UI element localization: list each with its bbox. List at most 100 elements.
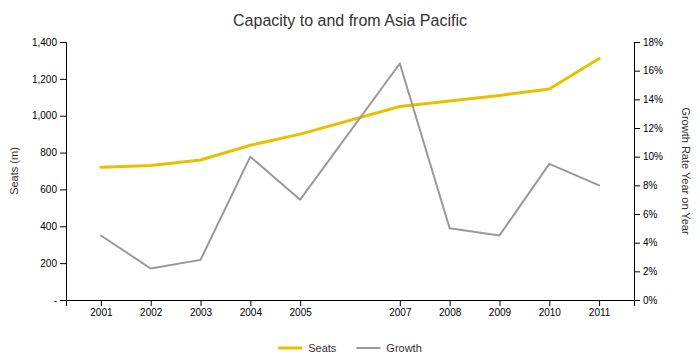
y2-axis-title: Growth Rate Year on Year <box>680 107 692 235</box>
tick-mark <box>634 42 640 43</box>
tick-label: 18% <box>643 37 663 48</box>
tick: 1,400 <box>32 37 66 48</box>
tick: 2005 <box>290 300 313 318</box>
series-line <box>101 59 599 168</box>
tick: 2001 <box>90 300 113 318</box>
tick-mark <box>634 128 640 129</box>
legend-item: Seats <box>278 342 337 354</box>
tick-mark <box>101 300 102 306</box>
tick-mark <box>201 300 202 306</box>
tick-label: 600 <box>40 184 57 195</box>
tick-mark <box>60 300 66 301</box>
tick: 10% <box>634 151 663 162</box>
tick: 4% <box>634 237 658 248</box>
tick-mark <box>634 157 640 158</box>
tick-label: 0% <box>643 295 658 306</box>
tick-label: 4% <box>643 237 658 248</box>
tick-label: 12% <box>643 123 663 134</box>
tick-label: 6% <box>643 209 658 220</box>
tick-label: 2% <box>643 266 658 277</box>
tick-mark <box>60 263 66 264</box>
tick-mark <box>634 71 640 72</box>
tick-mark <box>634 300 640 301</box>
tick-mark <box>634 214 640 215</box>
tick-mark <box>634 271 640 272</box>
tick: 2004 <box>240 300 263 318</box>
legend-swatch <box>356 347 380 349</box>
legend-item: Growth <box>356 342 421 354</box>
tick: 14% <box>634 94 663 105</box>
tick: 12% <box>634 123 663 134</box>
tick: 800 <box>40 147 66 158</box>
lines <box>101 59 599 269</box>
tick-mark <box>634 185 640 186</box>
tick-mark <box>60 189 66 190</box>
plot: 2001 2002 2003 2004 2005 2007 2008 2009 2010 2011… <box>32 37 663 318</box>
tick: 16% <box>634 65 663 76</box>
tick: - <box>54 295 66 306</box>
tick: 6% <box>634 209 658 220</box>
tick: 2008 <box>439 300 462 318</box>
tick-mark <box>151 300 152 306</box>
tick: 200 <box>40 258 66 269</box>
legend-swatch <box>278 347 302 350</box>
axis-line <box>635 43 641 301</box>
tick-label: 800 <box>40 147 57 158</box>
y2-axis: 0% 2% 4% 6% 8% 10% 12% 14% 16% 18% <box>634 37 663 306</box>
tick-mark <box>60 79 66 80</box>
title: Capacity to and from Asia Pacific <box>233 12 467 29</box>
tick: 8% <box>634 180 658 191</box>
tick: 2009 <box>489 300 512 318</box>
tick-label: 1,200 <box>32 74 57 85</box>
tick-label: 2004 <box>240 307 263 318</box>
tick-mark <box>300 300 301 306</box>
tick: 400 <box>40 221 66 232</box>
x-axis: 2001 2002 2003 2004 2005 2007 2008 2009 2010 2011 <box>67 300 635 318</box>
tick: 2% <box>634 266 658 277</box>
tick: 2007 <box>389 300 412 318</box>
legend-label: Seats <box>308 342 337 354</box>
tick-label: 1,400 <box>32 37 57 48</box>
legend-label: Growth <box>386 342 421 354</box>
tick-mark <box>60 42 66 43</box>
tick-mark <box>60 153 66 154</box>
tick-mark <box>549 300 550 306</box>
tick-label: 2005 <box>290 307 313 318</box>
tick: 2011 <box>589 300 611 318</box>
tick: 2002 <box>140 300 163 318</box>
tick-label: 2003 <box>190 307 213 318</box>
tick-mark <box>60 116 66 117</box>
tick-mark <box>499 300 500 306</box>
tick: 0% <box>634 295 658 306</box>
y-axis-title: Seats (m) <box>8 147 20 195</box>
tick-label: 14% <box>643 94 663 105</box>
tick-mark <box>634 99 640 100</box>
tick-label: 2009 <box>489 307 512 318</box>
tick-label: 2010 <box>539 307 562 318</box>
tick-label: 400 <box>40 221 57 232</box>
tick: 600 <box>40 184 66 195</box>
series-line <box>101 64 599 269</box>
tick-label: 2002 <box>140 307 163 318</box>
tick-mark <box>450 300 451 306</box>
tick-label: 2011 <box>589 307 611 318</box>
axis-line <box>60 43 67 301</box>
tick-mark <box>400 300 401 306</box>
axis-line <box>67 301 635 307</box>
legend: Seats Growth <box>278 342 422 354</box>
tick-mark <box>634 243 640 244</box>
tick-label: 2008 <box>439 307 462 318</box>
tick-label: 16% <box>643 65 663 76</box>
tick-label: 1,000 <box>32 110 57 121</box>
tick-label: 200 <box>40 258 57 269</box>
tick-label: 2001 <box>90 307 113 318</box>
tick-label: 2007 <box>389 307 412 318</box>
tick-mark <box>250 300 251 306</box>
y-axis: - 200 400 600 800 1,000 1,200 1,400 <box>32 37 67 306</box>
chart: 2001 2002 2003 2004 2005 2007 2008 2009 2010 2011… <box>0 0 700 364</box>
tick-label: - <box>54 295 57 306</box>
tick-label: 10% <box>643 151 663 162</box>
tick: 1,200 <box>32 74 66 85</box>
tick: 18% <box>634 37 663 48</box>
tick: 1,000 <box>32 110 66 121</box>
